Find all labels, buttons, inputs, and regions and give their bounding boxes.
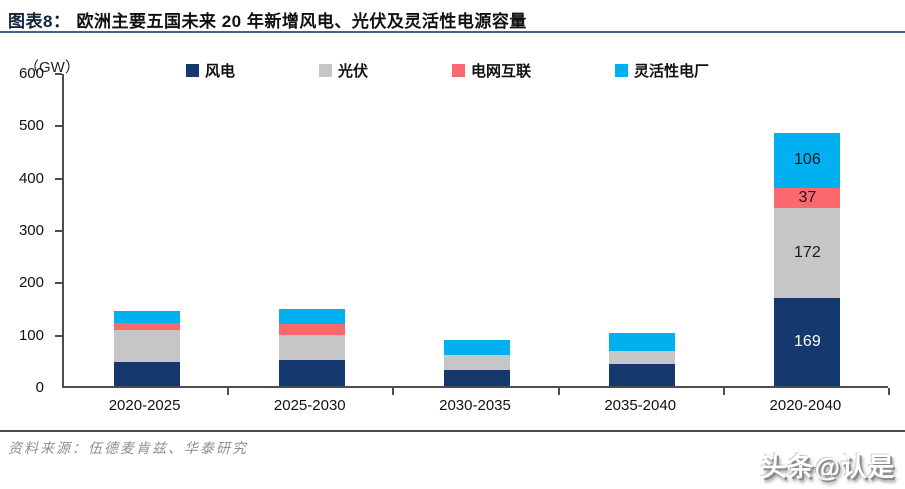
figure-title-text: 欧洲主要五国未来 20 年新增风电、光伏及灵活性电源容量	[76, 12, 527, 31]
bar-segment: 169	[774, 297, 841, 386]
bar-segment	[609, 333, 676, 352]
x-category-label: 2020-2040	[769, 397, 842, 414]
y-tick-label: 400	[18, 169, 44, 187]
x-category-label: 2035-2040	[604, 397, 677, 414]
title-underline	[0, 31, 905, 33]
legend-label: 电网互联	[471, 63, 532, 80]
legend-item: 电网互联	[452, 60, 531, 81]
source-note: 资料来源：伍德麦肯兹、华泰研究	[8, 442, 248, 457]
bar-segment	[113, 323, 180, 331]
bar-segment	[444, 339, 510, 355]
legend-swatch-icon	[452, 64, 466, 77]
x-axis-tick	[392, 388, 395, 395]
bar-segment	[113, 362, 180, 386]
bar-segment	[113, 330, 180, 363]
x-axis-tick	[722, 388, 725, 395]
y-axis-unit: （GW）	[24, 59, 80, 76]
legend-swatch-icon	[615, 64, 629, 77]
stacked-bar	[444, 339, 510, 386]
legend-item: 灵活性电厂	[615, 60, 709, 81]
y-axis-tick	[55, 230, 62, 232]
y-tick-label: 600	[18, 65, 44, 82]
y-tick-label: 500	[18, 117, 44, 135]
stacked-bar	[609, 333, 676, 386]
plot-area: 169 172 37 106	[55, 73, 890, 395]
y-axis-tick	[55, 73, 62, 75]
y-tick-label: 0	[35, 379, 44, 396]
bar-segment	[609, 351, 676, 365]
footer-divider	[0, 430, 905, 432]
legend-item: 光伏	[319, 60, 368, 81]
bar-segment	[113, 310, 180, 324]
y-tick-label: 100	[18, 326, 44, 344]
bar-segment-value: 37	[798, 188, 817, 206]
y-tick-label: 300	[18, 222, 44, 239]
bar-segment-value: 172	[794, 243, 821, 261]
legend-item: 风电	[186, 60, 235, 81]
figure-title: 图表8： 欧洲主要五国未来 20 年新增风电、光伏及灵活性电源容量	[8, 7, 898, 32]
bar-segment	[278, 324, 345, 335]
y-axis-labels: 0 100 200 300 400 500 600	[0, 65, 54, 396]
x-axis-tick	[888, 388, 890, 395]
x-category-label: 2020-2025	[108, 397, 181, 414]
y-axis-tick	[55, 282, 62, 285]
y-axis-tick	[55, 177, 62, 180]
x-axis-tick	[557, 388, 560, 395]
bar-segment: 172	[774, 207, 841, 298]
x-axis-labels: 2020-2025 2025-2030 2030-2035 2035-2040 2020…	[62, 397, 888, 417]
stacked-bar	[278, 308, 345, 386]
bar-segment: 106	[774, 132, 841, 189]
stacked-bar	[113, 310, 180, 386]
legend-swatch-icon	[319, 64, 333, 77]
legend-label: 光伏	[338, 63, 369, 80]
bar-segment	[444, 369, 510, 386]
x-category-label: 2025-2030	[273, 397, 346, 414]
bar-segment: 37	[774, 188, 841, 208]
bar-segment-value: 169	[794, 332, 821, 350]
figure-number: 图表8：	[8, 12, 71, 31]
x-category-label: 2030-2035	[439, 397, 511, 414]
bar-segment	[278, 334, 345, 360]
legend-label: 风电	[205, 63, 236, 80]
y-axis-tick	[55, 125, 62, 128]
legend-label: 灵活性电厂	[634, 63, 710, 80]
y-tick-label: 200	[18, 274, 44, 292]
stacked-bar: 169 172 37 106	[774, 132, 841, 386]
chart-legend: 风电 光伏 电网互联 灵活性电厂	[186, 60, 709, 81]
watermark-text: 头条@认是	[760, 452, 895, 482]
bar-segment-value: 106	[794, 151, 821, 169]
bar-segment	[444, 354, 510, 370]
bar-segment	[278, 359, 345, 386]
bar-segment	[278, 308, 345, 325]
legend-swatch-icon	[186, 64, 199, 77]
bar-segment	[609, 364, 676, 386]
x-axis-tick	[227, 388, 230, 395]
y-axis-tick	[55, 334, 62, 337]
